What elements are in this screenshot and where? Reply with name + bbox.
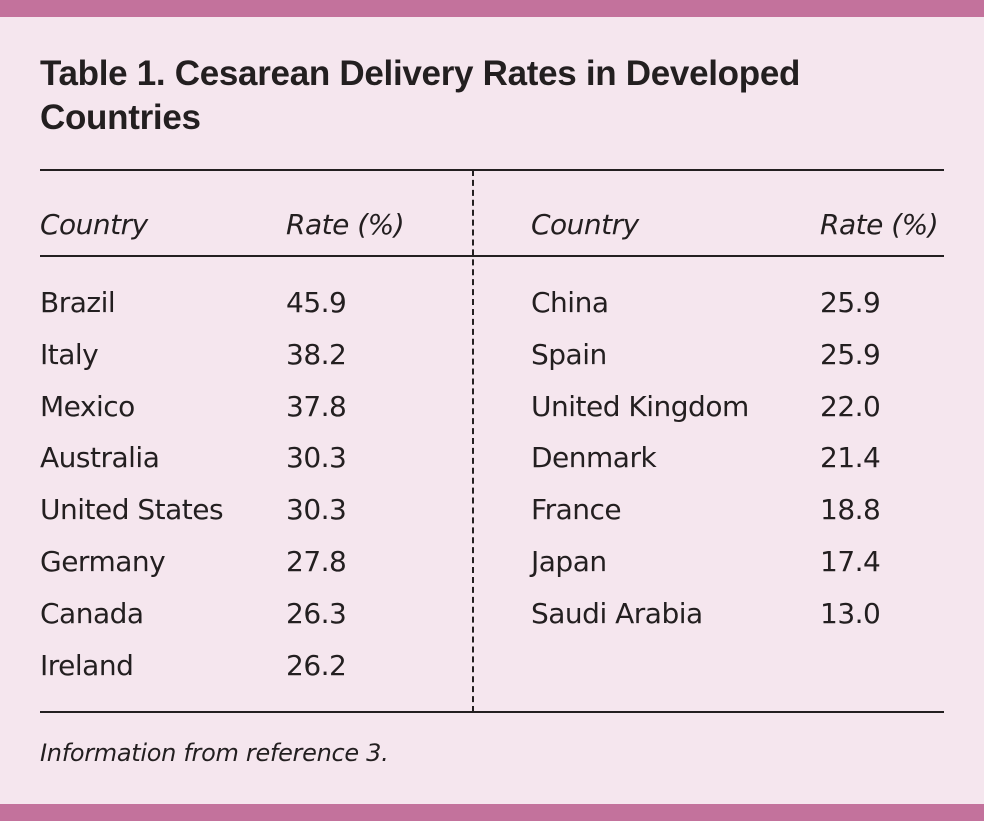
rate-cell: 13.0 (820, 597, 881, 630)
country-cell: Canada (40, 597, 144, 630)
country-cell: Germany (40, 545, 166, 578)
bottom-accent-bar (0, 804, 984, 821)
left-rate-header: Rate (%) (286, 208, 405, 241)
rate-cell: 38.2 (286, 338, 347, 371)
right-rate-header: Rate (%) (820, 208, 939, 241)
rate-cell: 26.2 (286, 649, 347, 682)
country-cell: France (531, 493, 622, 526)
rate-cell: 26.3 (286, 597, 347, 630)
left-country-header: Country (40, 208, 148, 241)
country-cell: Spain (531, 338, 607, 371)
table-title: Table 1. Cesarean Delivery Rates in Deve… (40, 54, 801, 137)
rate-cell: 25.9 (820, 338, 881, 371)
country-cell: United States (40, 493, 224, 526)
rate-cell: 17.4 (820, 545, 881, 578)
rate-cell: 25.9 (820, 286, 881, 319)
rate-cell: 22.0 (820, 390, 881, 423)
country-cell: Italy (40, 338, 99, 371)
rate-cell: 18.8 (820, 493, 881, 526)
country-cell: Mexico (40, 390, 135, 423)
table-bottom-rule (40, 711, 944, 713)
rate-cell: 45.9 (286, 286, 347, 319)
country-cell: Denmark (531, 441, 657, 474)
country-cell: Brazil (40, 286, 116, 319)
rate-cell: 37.8 (286, 390, 347, 423)
table-top-rule (40, 169, 944, 171)
rate-cell: 21.4 (820, 441, 881, 474)
country-cell: China (531, 286, 609, 319)
column-divider (472, 170, 474, 712)
country-cell: Japan (531, 545, 607, 578)
rate-cell: 30.3 (286, 441, 347, 474)
rate-cell: 27.8 (286, 545, 347, 578)
table-header-rule (40, 255, 944, 257)
rate-cell: 30.3 (286, 493, 347, 526)
country-cell: Ireland (40, 649, 134, 682)
top-accent-bar (0, 0, 984, 17)
country-cell: Saudi Arabia (531, 597, 703, 630)
country-cell: Australia (40, 441, 160, 474)
table-footnote: Information from reference 3. (40, 739, 389, 767)
right-country-header: Country (531, 208, 639, 241)
country-cell: United Kingdom (531, 390, 749, 423)
